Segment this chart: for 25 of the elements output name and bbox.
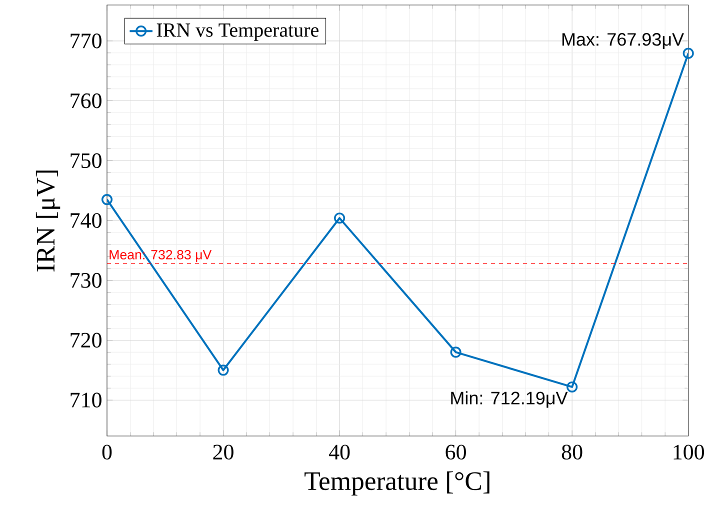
point <box>566 381 578 393</box>
legend-label: IRN vs Temperature <box>156 24 318 41</box>
y-tick-label: 760 <box>70 93 102 108</box>
annotation: Min: 712.19μV <box>451 391 568 408</box>
y-tick-label: 730 <box>70 272 102 288</box>
x-tick-label: 100 <box>674 444 704 460</box>
x-tick-label: 60 <box>446 444 466 460</box>
x-tick-label: 80 <box>562 444 582 460</box>
x-axis-title: Temperature [°C] <box>304 471 490 496</box>
y-tick-label: 750 <box>70 153 102 168</box>
ref-line-label: Mean: 732.83 μV <box>110 250 212 262</box>
x-tick-label: 20 <box>213 444 234 460</box>
point <box>450 346 462 358</box>
x-tick-label: 40 <box>328 444 350 460</box>
y-tick-label: 720 <box>70 332 102 348</box>
point <box>682 48 694 59</box>
y-tick-label: 770 <box>70 33 102 48</box>
x-tick-label: 0 <box>102 444 112 460</box>
point <box>334 212 346 224</box>
y-tick-label: 740 <box>70 213 102 228</box>
y-axis-title: IRN [μV] <box>36 170 60 272</box>
point <box>218 364 229 376</box>
y-tick-label: 710 <box>70 392 102 408</box>
annotation: Max: 767.93μV <box>562 33 684 50</box>
point <box>101 194 113 206</box>
